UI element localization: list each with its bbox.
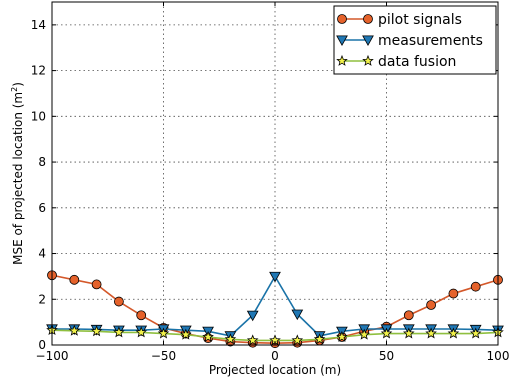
y-tick-label: 4	[38, 247, 46, 261]
grid	[52, 2, 498, 345]
data-point	[336, 330, 348, 342]
y-tick-label: 14	[31, 18, 46, 32]
data-point	[448, 288, 459, 299]
data-point	[69, 274, 80, 285]
data-point	[114, 296, 124, 307]
data-point	[135, 326, 147, 338]
legend-marker	[336, 54, 348, 66]
data-point	[90, 325, 103, 337]
y-axis-label-superscript: 2	[10, 87, 19, 92]
data-point	[180, 328, 192, 340]
legend-item: pilot signals	[337, 12, 462, 28]
legend: pilot signals measurements data fusion	[333, 5, 497, 75]
data-point	[113, 326, 125, 338]
x-tick-label: 0	[271, 349, 279, 363]
y-tick-label: 12	[31, 64, 46, 78]
data-point	[68, 324, 81, 336]
data-point	[224, 333, 237, 345]
y-axis-label-end: )	[11, 82, 25, 87]
y-axis-label: MSE of projected location (m2)	[10, 82, 25, 265]
x-tick-label: −100	[36, 349, 69, 363]
legend-marker	[363, 14, 373, 24]
legend-item: measurements	[336, 33, 483, 49]
data-point	[469, 327, 482, 339]
data-point	[291, 309, 304, 321]
x-tick-label: −50	[151, 349, 176, 363]
x-axis-label: Projected location (m)	[209, 363, 341, 377]
legend-marker	[336, 35, 348, 47]
data-point	[136, 310, 147, 321]
data-point	[380, 327, 393, 339]
legend-label: data fusion	[378, 54, 456, 70]
data-point	[425, 327, 437, 339]
data-point	[157, 327, 170, 339]
data-point	[246, 310, 259, 322]
data-point	[447, 327, 460, 339]
legend-item: data fusion	[336, 54, 456, 70]
legend-label: pilot signals	[378, 12, 462, 28]
data-point	[470, 281, 481, 292]
x-tick-label: 100	[487, 349, 510, 363]
legend-marker	[337, 14, 347, 24]
data-point	[91, 279, 102, 290]
data-point	[426, 300, 437, 310]
legend-marker	[362, 54, 374, 66]
data-point	[403, 310, 414, 321]
legend-label: measurements	[378, 33, 483, 49]
y-tick-label: 8	[38, 155, 46, 169]
data-point	[269, 271, 281, 283]
legend-marker	[362, 35, 374, 47]
y-tick-label: 6	[38, 201, 46, 215]
y-tick-label: 0	[38, 338, 46, 352]
x-tick-label: 50	[379, 349, 394, 363]
ticks: −100 −50 0 50 100 0 2 4 6 8 10 12 14	[31, 2, 510, 363]
data-point	[202, 330, 214, 342]
data-point	[313, 333, 326, 345]
y-axis-label-main: MSE of projected location (m	[11, 92, 25, 265]
y-tick-label: 10	[31, 109, 46, 123]
data-point	[403, 327, 415, 339]
y-tick-label: 2	[38, 292, 46, 306]
data-point	[291, 334, 304, 346]
data-point	[246, 334, 259, 346]
data-point	[358, 328, 370, 340]
